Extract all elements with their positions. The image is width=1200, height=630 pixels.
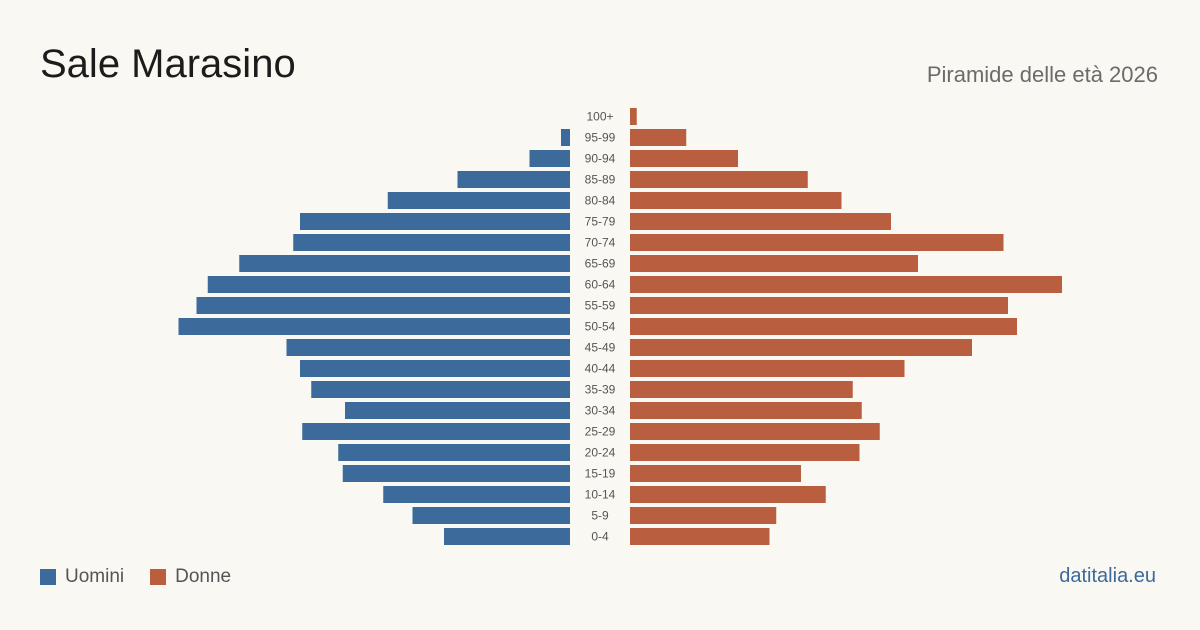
chart-legend: Uomini Donne [40, 566, 231, 588]
age-group-label: 30-34 [585, 404, 616, 418]
bar-men-45-49 [286, 339, 570, 356]
bar-men-25-29 [302, 423, 570, 440]
bar-women-70-74 [630, 234, 1004, 251]
bar-men-50-54 [178, 318, 570, 335]
bar-women-50-54 [630, 318, 1017, 335]
age-group-label: 80-84 [585, 194, 616, 208]
age-group-label: 10-14 [585, 488, 616, 502]
age-group-label: 100+ [586, 110, 613, 124]
age-group-label: 40-44 [585, 362, 616, 376]
bar-men-35-39 [311, 381, 570, 398]
bar-men-95-99 [561, 129, 570, 146]
bar-women-75-79 [630, 213, 891, 230]
age-group-label: 65-69 [585, 257, 616, 271]
age-group-label: 55-59 [585, 299, 616, 313]
age-group-label: 85-89 [585, 173, 616, 187]
bar-men-85-89 [457, 171, 570, 188]
bar-women-40-44 [630, 360, 905, 377]
age-group-label: 50-54 [585, 320, 616, 334]
bar-women-60-64 [630, 276, 1062, 293]
bar-women-0-4 [630, 528, 770, 545]
bar-women-10-14 [630, 486, 826, 503]
bar-men-55-59 [196, 297, 570, 314]
bar-women-100+ [630, 108, 637, 125]
bar-women-45-49 [630, 339, 972, 356]
bar-men-90-94 [529, 150, 570, 167]
bar-men-60-64 [207, 276, 570, 293]
age-group-label: 75-79 [585, 215, 616, 229]
bar-men-20-24 [338, 444, 570, 461]
age-group-label: 5-9 [591, 509, 609, 523]
bar-women-95-99 [630, 129, 687, 146]
bar-women-5-9 [630, 507, 777, 524]
legend-swatch-women [150, 569, 167, 585]
bar-men-75-79 [300, 213, 570, 230]
age-group-label: 90-94 [585, 152, 616, 166]
bar-women-85-89 [630, 171, 808, 188]
age-group-label: 45-49 [585, 341, 616, 355]
bar-men-5-9 [412, 507, 570, 524]
legend-item-women: Donne [150, 566, 231, 588]
bar-men-0-4 [444, 528, 570, 545]
bar-men-80-84 [387, 192, 570, 209]
bar-women-80-84 [630, 192, 842, 209]
page-title: Sale Marasino [40, 42, 296, 86]
legend-item-men: Uomini [40, 566, 124, 588]
bar-women-30-34 [630, 402, 862, 419]
bar-women-55-59 [630, 297, 1008, 314]
bar-men-40-44 [300, 360, 570, 377]
bar-men-70-74 [293, 234, 570, 251]
bar-men-30-34 [345, 402, 570, 419]
bar-women-20-24 [630, 444, 860, 461]
legend-label-women: Donne [175, 566, 232, 587]
bar-men-10-14 [383, 486, 570, 503]
age-group-label: 95-99 [585, 131, 616, 145]
age-group-label: 25-29 [585, 425, 616, 439]
legend-label-men: Uomini [65, 566, 125, 587]
age-group-label: 60-64 [585, 278, 616, 292]
legend-swatch-men [40, 569, 56, 585]
chart-subtitle: Piramide delle età 2026 [926, 62, 1158, 87]
bar-women-35-39 [630, 381, 853, 398]
bar-women-65-69 [630, 255, 918, 272]
bar-men-15-19 [342, 465, 570, 482]
age-group-label: 70-74 [585, 236, 616, 250]
bar-men-65-69 [239, 255, 570, 272]
age-group-label: 20-24 [585, 446, 616, 460]
age-group-label: 0-4 [591, 530, 609, 544]
bar-women-25-29 [630, 423, 880, 440]
bar-women-15-19 [630, 465, 801, 482]
age-group-label: 35-39 [585, 383, 616, 397]
source-link[interactable]: datitalia.eu [1059, 565, 1156, 587]
bar-women-90-94 [630, 150, 738, 167]
age-group-label: 15-19 [585, 467, 616, 481]
